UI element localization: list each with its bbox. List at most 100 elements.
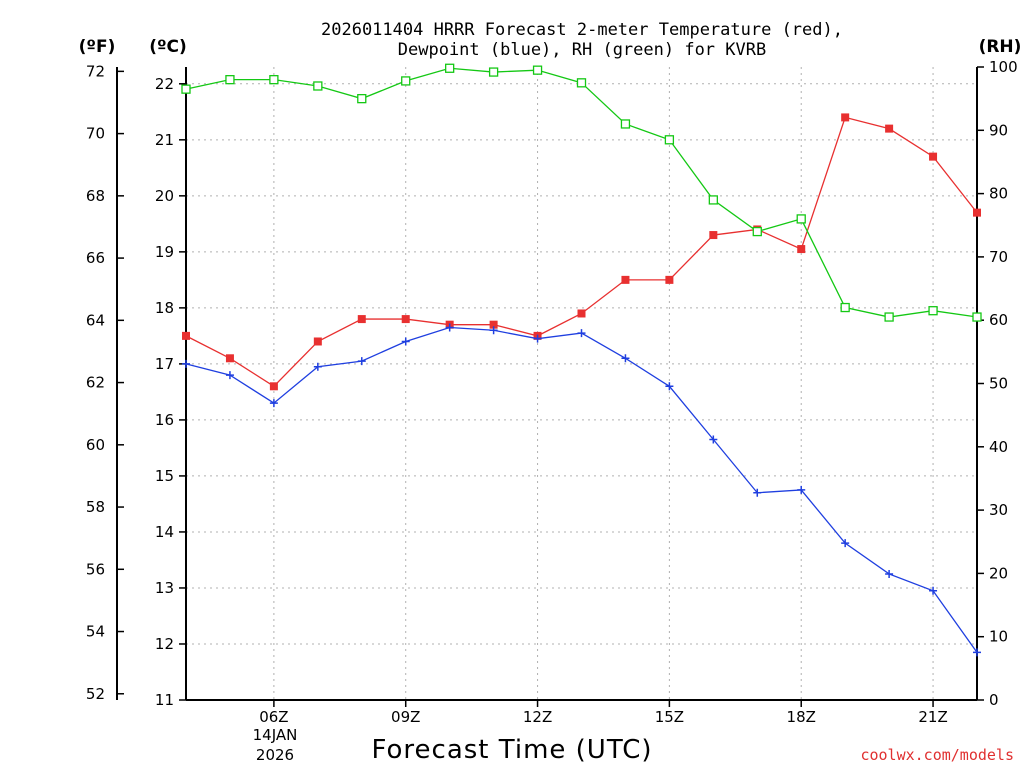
dewpoint-point bbox=[665, 382, 674, 391]
date-label-year: 2026 bbox=[256, 746, 294, 764]
temperature-point bbox=[885, 124, 894, 133]
fahrenheit-tick-label: 72 bbox=[86, 62, 105, 80]
rh-tick-label: 80 bbox=[989, 185, 1008, 203]
fahrenheit-tick-label: 52 bbox=[86, 685, 105, 703]
celsius-tick-label: 20 bbox=[155, 187, 174, 205]
date-label-day: 14JAN bbox=[253, 726, 298, 744]
celsius-tick-label: 16 bbox=[155, 411, 174, 429]
temperature-point bbox=[357, 315, 366, 324]
rh-tick-label: 60 bbox=[989, 311, 1008, 329]
celsius-tick-label: 17 bbox=[155, 355, 174, 373]
celsius-tick-label: 21 bbox=[155, 131, 174, 149]
fahrenheit-tick-label: 66 bbox=[86, 249, 105, 267]
rh-point bbox=[401, 76, 411, 86]
rh-tick-label: 90 bbox=[989, 121, 1008, 139]
temperature-point bbox=[973, 208, 981, 217]
rh-point bbox=[269, 75, 279, 85]
celsius-tick-label: 14 bbox=[155, 523, 174, 541]
fahrenheit-tick-label: 58 bbox=[86, 498, 105, 516]
celsius-tick-label: 18 bbox=[155, 299, 174, 317]
dewpoint-point bbox=[357, 357, 366, 366]
credit-label: coolwx.com/models bbox=[860, 746, 1014, 764]
series bbox=[181, 63, 982, 657]
rh-tick-label: 0 bbox=[989, 691, 999, 709]
temperature-point bbox=[665, 275, 674, 284]
temperature-point bbox=[401, 315, 410, 324]
dewpoint-point bbox=[621, 354, 630, 363]
rh-point bbox=[488, 67, 499, 77]
dewpoint-point bbox=[841, 539, 850, 548]
rh-point bbox=[884, 312, 894, 322]
x-tick-label: 21Z bbox=[918, 708, 947, 726]
rh-point bbox=[840, 302, 850, 313]
temperature-point bbox=[489, 320, 498, 329]
dewpoint-point bbox=[269, 399, 278, 408]
rh-point bbox=[928, 306, 938, 316]
dewpoint-point bbox=[182, 359, 190, 368]
fahrenheit-tick-label: 56 bbox=[86, 560, 105, 578]
dewpoint-point bbox=[709, 435, 718, 444]
temperature-point bbox=[929, 152, 938, 161]
dewpoint-point bbox=[797, 485, 806, 494]
dewpoint-point bbox=[885, 569, 894, 578]
celsius-tick-label: 12 bbox=[155, 635, 174, 653]
chart-title-line1: 2026011404 HRRR Forecast 2-meter Tempera… bbox=[321, 20, 843, 40]
dewpoint-point bbox=[445, 323, 454, 332]
fahrenheit-tick-label: 62 bbox=[86, 374, 105, 392]
rh-line bbox=[185, 67, 978, 318]
dewpoint-point bbox=[533, 334, 542, 343]
x-tick-label: 12Z bbox=[523, 708, 552, 726]
rh-point bbox=[664, 135, 675, 145]
temperature-point bbox=[225, 354, 234, 363]
temperature-point bbox=[709, 231, 718, 240]
rh-unit-label: (RH) bbox=[979, 37, 1022, 57]
rh-series bbox=[181, 63, 982, 322]
rh-point bbox=[576, 78, 587, 88]
temperature-point bbox=[182, 331, 190, 340]
dewpoint-point bbox=[313, 362, 322, 371]
rh-point bbox=[532, 65, 543, 75]
fahrenheit-tick-label: 70 bbox=[86, 125, 105, 143]
rh-point bbox=[445, 63, 455, 73]
rh-point bbox=[752, 226, 762, 237]
fahrenheit-tick-label: 68 bbox=[86, 187, 105, 205]
rh-point bbox=[972, 312, 982, 322]
x-axis-title: Forecast Time (UTC) bbox=[371, 735, 652, 765]
fahrenheit-tick-label: 64 bbox=[86, 311, 105, 329]
fahrenheit-unit-label: (ºF) bbox=[79, 37, 116, 57]
rh-point bbox=[313, 81, 323, 91]
fahrenheit-tick-label: 54 bbox=[86, 623, 105, 641]
x-tick-label: 18Z bbox=[787, 708, 816, 726]
rh-tick-label: 50 bbox=[989, 375, 1008, 393]
celsius-tick-label: 22 bbox=[155, 75, 174, 93]
dewpoint-point bbox=[225, 371, 234, 380]
celsius-tick-label: 11 bbox=[155, 691, 174, 709]
rh-point bbox=[796, 214, 806, 224]
dewpoint-point bbox=[401, 337, 410, 346]
x-tick-label: 09Z bbox=[391, 708, 420, 726]
temperature-point bbox=[621, 275, 630, 284]
dewpoint-line bbox=[185, 326, 978, 653]
rh-tick-label: 20 bbox=[989, 564, 1008, 582]
celsius-tick-label: 13 bbox=[155, 579, 174, 597]
rh-point bbox=[181, 84, 191, 94]
x-tick-label: 06Z bbox=[259, 708, 288, 726]
rh-tick-label: 10 bbox=[989, 628, 1008, 646]
dewpoint-point bbox=[753, 488, 762, 497]
temperature-point bbox=[577, 309, 586, 318]
celsius-unit-label: (ºC) bbox=[149, 37, 187, 57]
rh-tick-label: 40 bbox=[989, 438, 1008, 456]
rh-tick-label: 70 bbox=[989, 248, 1008, 266]
dewpoint-point bbox=[929, 586, 938, 595]
temperature-point bbox=[269, 382, 278, 391]
grid bbox=[186, 67, 977, 700]
chart-title-line2: Dewpoint (blue), RH (green) for KVRB bbox=[398, 40, 766, 60]
dewpoint-point bbox=[489, 326, 498, 335]
dewpoint-point bbox=[577, 329, 586, 338]
temperature-point bbox=[313, 337, 322, 346]
rh-tick-label: 30 bbox=[989, 501, 1008, 519]
rh-point bbox=[357, 94, 367, 104]
rh-tick-label: 100 bbox=[989, 58, 1018, 76]
dewpoint-series bbox=[182, 323, 981, 657]
